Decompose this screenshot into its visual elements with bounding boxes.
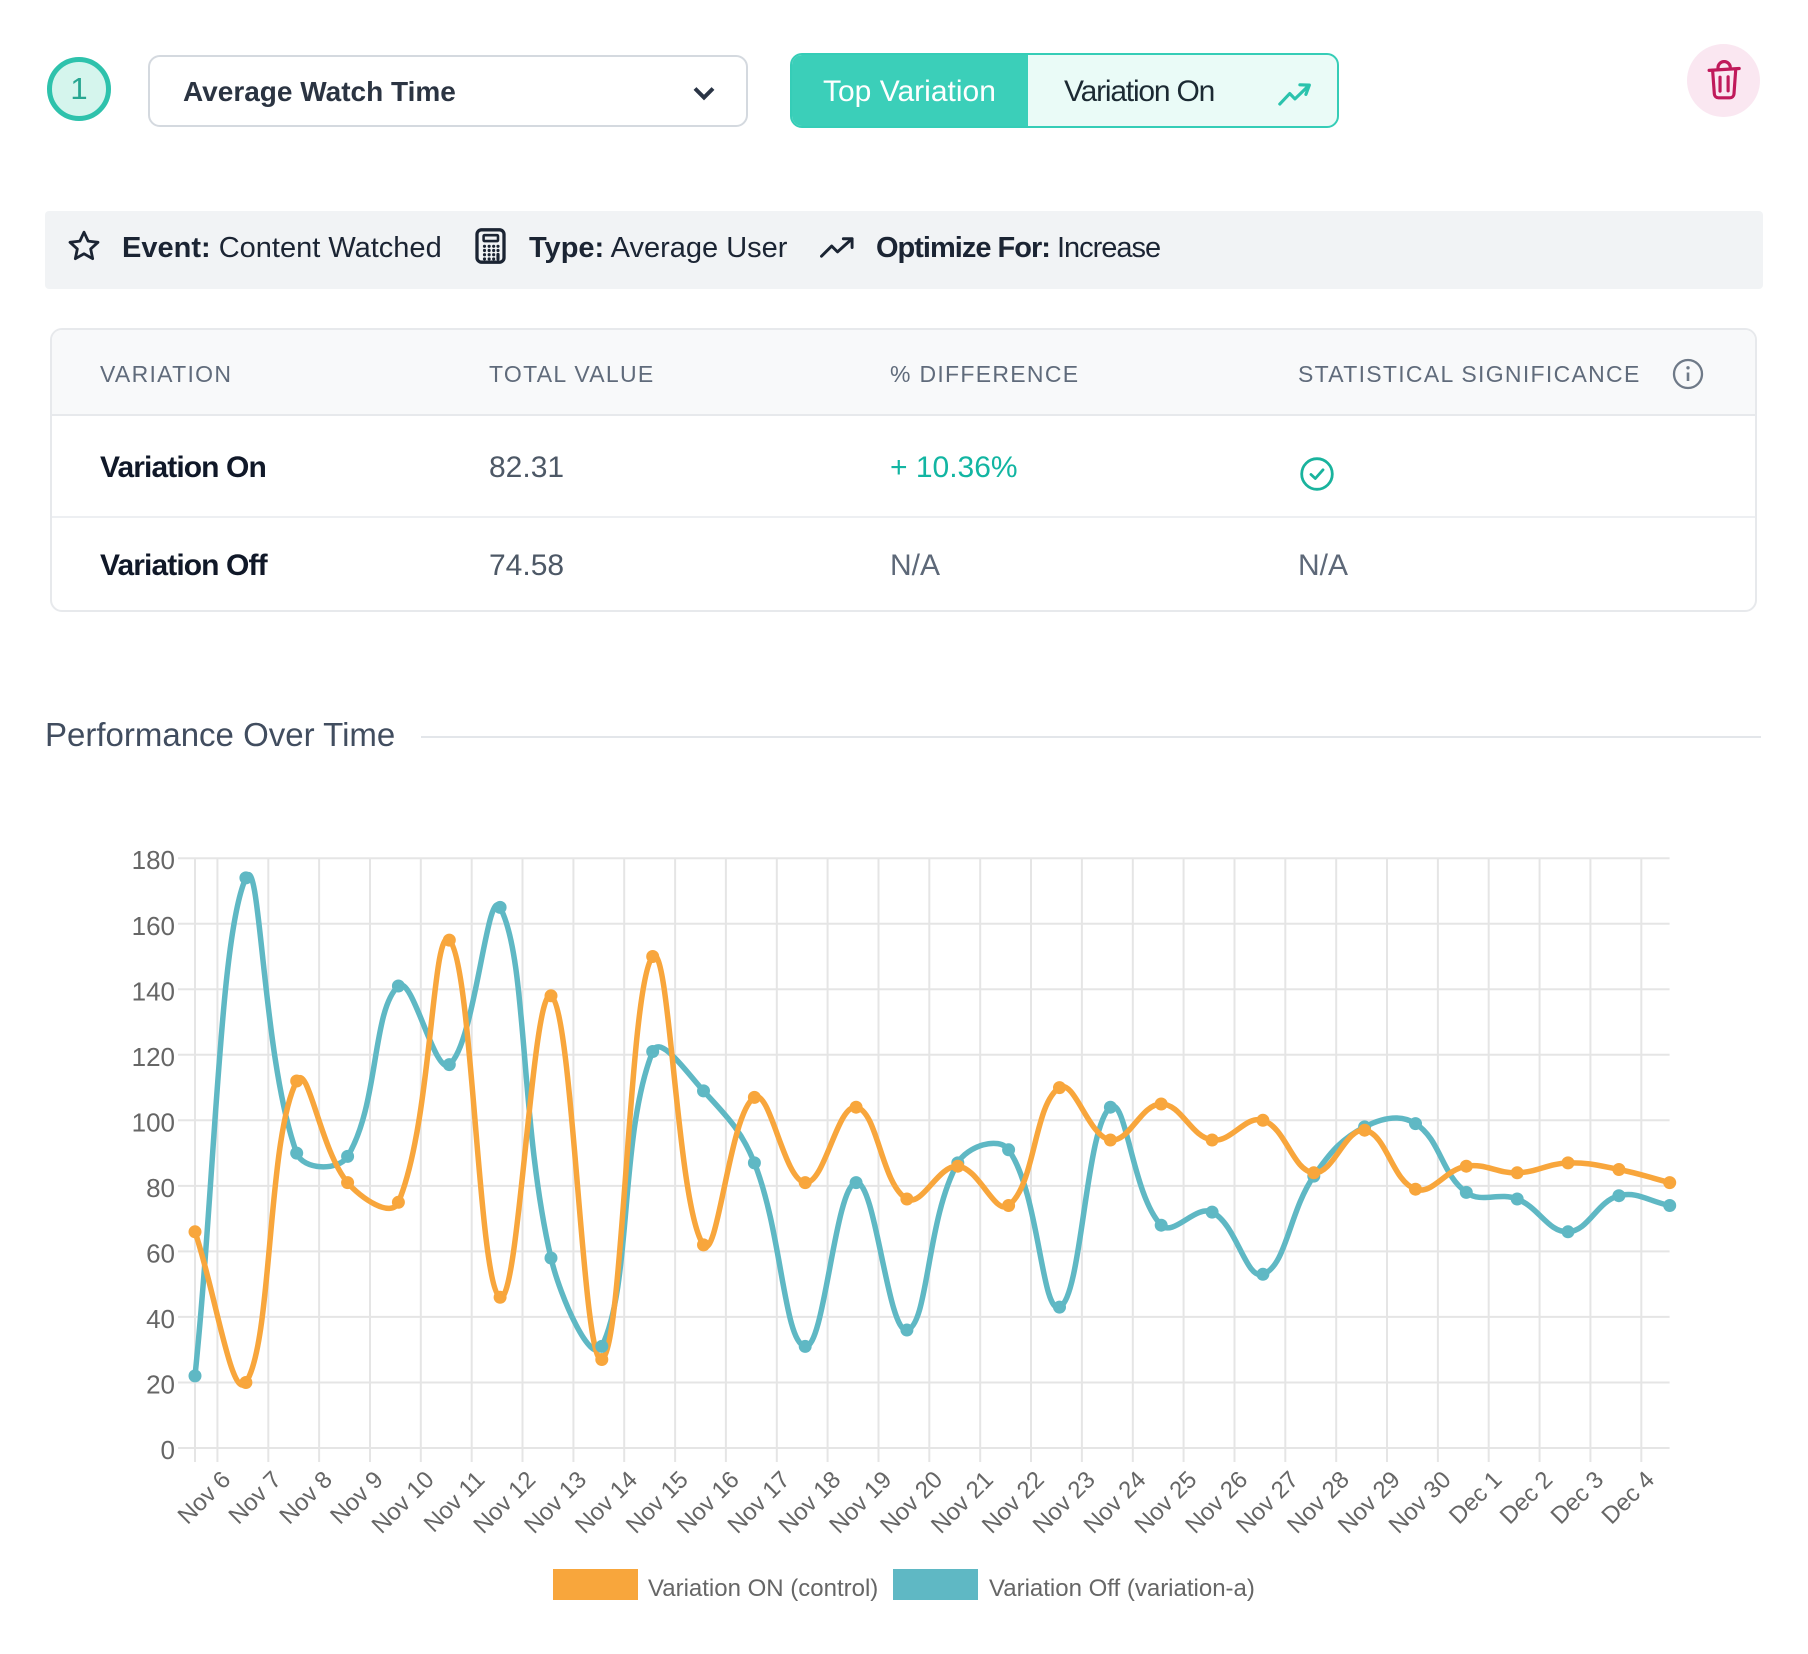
svg-text:20: 20 bbox=[146, 1370, 175, 1400]
svg-text:Dec 1: Dec 1 bbox=[1444, 1466, 1507, 1529]
svg-text:40: 40 bbox=[146, 1304, 175, 1334]
svg-text:180: 180 bbox=[132, 845, 175, 875]
svg-text:80: 80 bbox=[146, 1173, 175, 1203]
svg-text:100: 100 bbox=[132, 1107, 175, 1137]
svg-text:Nov 8: Nov 8 bbox=[274, 1466, 337, 1529]
svg-text:Nov 6: Nov 6 bbox=[173, 1466, 236, 1529]
svg-text:120: 120 bbox=[132, 1042, 175, 1072]
svg-text:60: 60 bbox=[146, 1238, 175, 1268]
svg-text:Variation Off (variation-a): Variation Off (variation-a) bbox=[989, 1575, 1255, 1602]
svg-text:160: 160 bbox=[132, 911, 175, 941]
svg-text:Dec 4: Dec 4 bbox=[1597, 1466, 1660, 1529]
svg-text:140: 140 bbox=[132, 976, 175, 1006]
svg-text:Dec 2: Dec 2 bbox=[1495, 1466, 1558, 1529]
svg-text:Variation ON (control): Variation ON (control) bbox=[648, 1575, 878, 1602]
svg-text:Nov 7: Nov 7 bbox=[224, 1466, 287, 1529]
svg-text:0: 0 bbox=[161, 1435, 175, 1465]
svg-text:Dec 3: Dec 3 bbox=[1546, 1466, 1609, 1529]
